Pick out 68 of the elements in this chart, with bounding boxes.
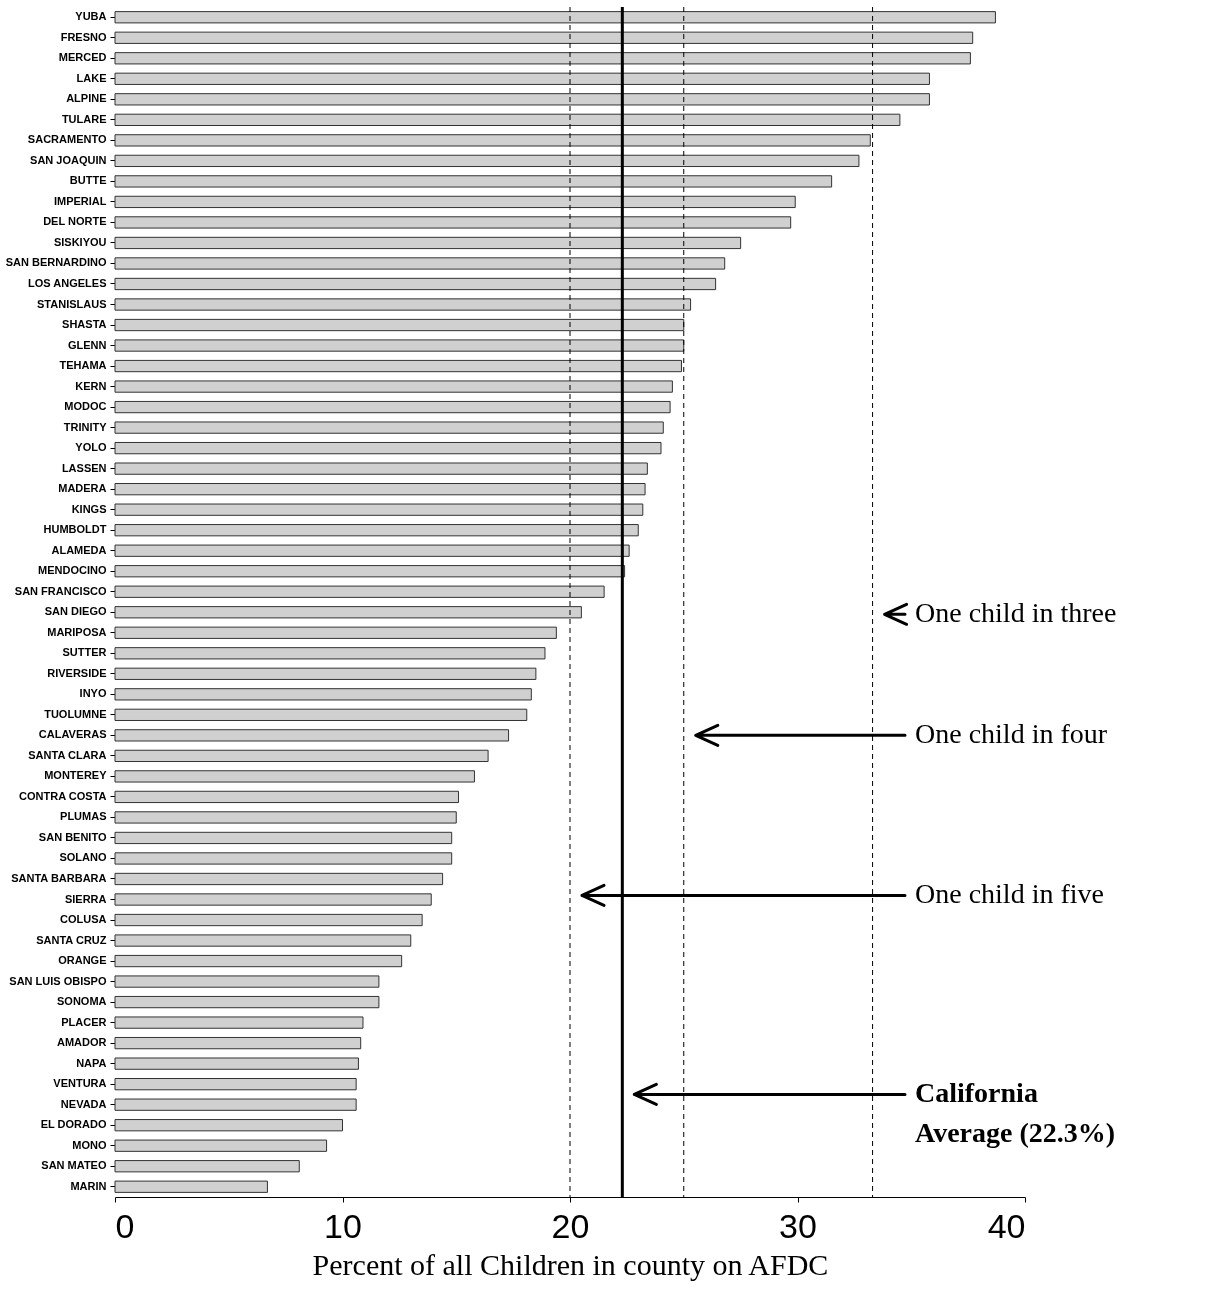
- y-tick-label: LAKE: [76, 71, 107, 84]
- y-tick-label: SAN BENITO: [38, 830, 107, 843]
- y-tick-label: MONTEREY: [44, 769, 108, 782]
- y-tick-label: SAN BERNARDINO: [5, 256, 107, 269]
- y-tick-label: TEHAMA: [59, 359, 107, 372]
- x-tick-label: 30: [779, 1206, 817, 1245]
- y-tick-label: TRINITY: [63, 420, 108, 433]
- y-tick-label: PLUMAS: [60, 810, 107, 823]
- y-tick-label: SACRAMENTO: [27, 133, 107, 146]
- y-tick-label: MONO: [72, 1138, 107, 1151]
- y-tick-label: SAN DIEGO: [44, 605, 107, 618]
- y-tick-label: HUMBOLDT: [43, 523, 107, 536]
- y-tick-label: SIERRA: [64, 892, 107, 905]
- y-tick-label: NAPA: [76, 1056, 107, 1069]
- y-tick-label: TUOLUMNE: [44, 707, 107, 720]
- y-tick-label: SISKIYOU: [53, 235, 107, 248]
- y-tick-label: AMADOR: [57, 1036, 107, 1049]
- y-tick-label: KINGS: [71, 502, 107, 515]
- x-tick-label: 0: [115, 1206, 135, 1245]
- x-tick-label: 20: [551, 1206, 590, 1245]
- x-tick-label: 40: [987, 1206, 1026, 1245]
- annotation: One child in four: [915, 718, 1108, 750]
- y-tick-label: LOS ANGELES: [28, 276, 107, 289]
- y-tick-label: FRESNO: [60, 30, 107, 43]
- y-tick-label: TULARE: [61, 112, 107, 125]
- y-tick-label: MARIPOSA: [47, 625, 107, 638]
- y-tick-label: ALPINE: [66, 92, 107, 105]
- y-tick-label: KERN: [75, 379, 107, 392]
- y-tick-label: SHASTA: [62, 318, 107, 331]
- y-tick-label: SAN FRANCISCO: [14, 584, 107, 597]
- y-tick-label: YOLO: [75, 441, 107, 454]
- annotation: California Average (22.3%): [915, 1077, 1116, 1149]
- y-tick-label: INYO: [79, 687, 107, 700]
- y-tick-label: SAN LUIS OBISPO: [9, 974, 107, 987]
- y-tick-label: MENDOCINO: [38, 564, 107, 577]
- y-tick-label: SANTA BARBARA: [11, 871, 107, 884]
- y-tick-label: SANTA CRUZ: [36, 933, 107, 946]
- y-tick-label: IMPERIAL: [53, 194, 107, 207]
- y-tick-label: SUTTER: [62, 646, 107, 659]
- x-axis-title: Percent of all Children in county on AFDC: [312, 1247, 829, 1281]
- y-tick-label: SONOMA: [57, 995, 107, 1008]
- y-tick-label: CALAVERAS: [38, 728, 107, 741]
- y-tick-label: ALAMEDA: [51, 543, 107, 556]
- y-tick-label: DEL NORTE: [43, 215, 107, 228]
- y-tick-label: LASSEN: [61, 461, 107, 474]
- y-tick-label: VENTURA: [53, 1077, 107, 1090]
- y-tick-label: YUBA: [75, 10, 107, 23]
- y-tick-label: MARIN: [70, 1179, 107, 1192]
- annotation: One child in three: [915, 597, 1117, 629]
- y-tick-label: COLUSA: [60, 913, 107, 926]
- y-tick-label: MADERA: [58, 482, 107, 495]
- y-tick-label: SANTA CLARA: [28, 748, 107, 761]
- y-tick-label: MODOC: [64, 400, 107, 413]
- y-tick-label: PLACER: [61, 1015, 107, 1028]
- annotation: One child in five: [915, 878, 1104, 910]
- y-tick-label: MERCED: [58, 51, 107, 64]
- y-tick-label: RIVERSIDE: [47, 666, 107, 679]
- y-tick-label: BUTTE: [69, 174, 107, 187]
- x-tick-label: 10: [324, 1206, 362, 1245]
- y-tick-label: CONTRA COSTA: [19, 789, 107, 802]
- y-tick-label: NEVADA: [60, 1097, 107, 1110]
- y-tick-label: SAN MATEO: [41, 1159, 107, 1172]
- y-tick-label: ORANGE: [58, 954, 107, 967]
- y-tick-label: EL DORADO: [40, 1118, 107, 1131]
- y-tick-label: STANISLAUS: [37, 297, 107, 310]
- y-tick-label: SOLANO: [59, 851, 107, 864]
- y-tick-label: SAN JOAQUIN: [30, 153, 107, 166]
- y-tick-label: GLENN: [68, 338, 107, 351]
